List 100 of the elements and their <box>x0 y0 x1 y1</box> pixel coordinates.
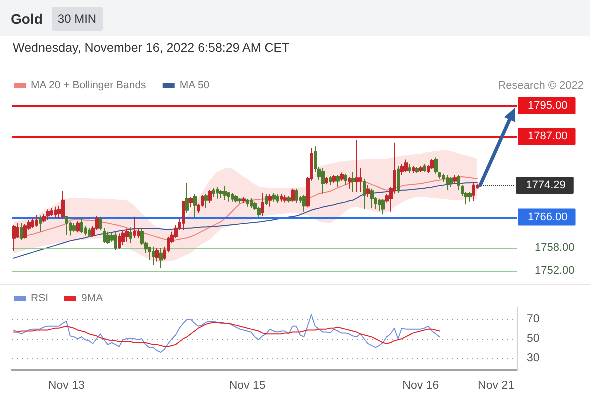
candlestick <box>272 192 276 202</box>
candlestick <box>295 188 298 204</box>
candlestick <box>80 218 83 234</box>
candlestick <box>42 214 46 224</box>
candlestick <box>72 222 76 232</box>
candlestick <box>397 166 400 194</box>
candlestick <box>204 194 208 209</box>
candlestick <box>65 216 68 236</box>
candlestick <box>340 172 344 182</box>
candlestick <box>20 222 23 241</box>
candlestick <box>381 198 385 216</box>
candlestick <box>231 192 234 202</box>
candlestick <box>336 174 340 188</box>
y-tick-label: 70 <box>527 314 540 326</box>
candlestick <box>370 188 374 209</box>
candlestick <box>329 176 332 186</box>
candlestick <box>423 164 426 172</box>
candlestick <box>118 233 121 250</box>
legend-label: 9MA <box>82 292 104 304</box>
ref-line-label: 1774.29 <box>526 179 566 192</box>
candlestick <box>355 140 359 192</box>
line-series <box>13 314 440 354</box>
candlestick <box>189 196 193 208</box>
candlestick <box>250 198 253 209</box>
legend-label: MA 20 + Bollinger Bands <box>31 80 146 92</box>
text: Research © 2022 <box>498 80 584 92</box>
candlestick <box>412 166 415 174</box>
ref-line-label: 1787.00 <box>528 130 568 143</box>
candlestick <box>152 246 155 266</box>
candlestick <box>344 173 347 186</box>
candlestick <box>61 190 65 219</box>
candlestick <box>351 172 355 192</box>
x-tick-label: Nov 13 <box>48 380 85 392</box>
candlestick <box>366 184 370 198</box>
candlestick <box>332 174 336 184</box>
candlestick <box>216 186 219 200</box>
line-series <box>13 322 440 348</box>
candlestick <box>193 194 197 219</box>
candlestick <box>268 194 272 208</box>
x-tick-label: Nov 21 <box>478 380 514 392</box>
candlestick <box>46 209 50 221</box>
candlestick <box>238 198 242 204</box>
candlestick <box>39 215 42 232</box>
candlestick <box>453 174 457 184</box>
y-tick-label: 30 <box>527 352 540 364</box>
candlestick <box>472 181 475 202</box>
candlestick <box>208 190 212 204</box>
candlestick <box>265 194 268 206</box>
candlestick <box>212 188 215 198</box>
candlestick <box>242 196 246 204</box>
candlestick <box>302 194 306 212</box>
ref-line-label: 1766.00 <box>528 211 568 224</box>
candlestick <box>125 228 129 242</box>
candlestick <box>50 208 53 218</box>
candlestick <box>88 228 91 238</box>
candlestick <box>106 231 110 245</box>
ref-line-label: 1752.00 <box>535 265 575 277</box>
candlestick <box>103 228 106 244</box>
candlestick <box>155 248 159 262</box>
candlestick <box>257 206 261 218</box>
x-tick-label: Nov 15 <box>229 380 266 392</box>
candlestick <box>430 158 434 170</box>
candlestick <box>378 198 381 212</box>
candlestick <box>408 164 411 174</box>
candlestick <box>148 246 151 261</box>
candlestick <box>325 176 328 186</box>
chart-title: Gold <box>11 11 43 27</box>
candlestick <box>54 206 57 219</box>
candlestick <box>159 248 163 269</box>
candlestick <box>321 168 325 194</box>
legend-label: RSI <box>31 292 49 304</box>
candlestick <box>404 159 408 172</box>
candlestick <box>129 227 132 244</box>
ref-line-label: 1758.00 <box>535 242 575 254</box>
candlestick <box>348 176 351 190</box>
candlestick <box>280 194 283 202</box>
candlestick <box>223 186 227 201</box>
candlestick <box>291 188 295 202</box>
candlestick <box>99 216 102 231</box>
legend-label: MA 50 <box>180 80 210 92</box>
ref-line-label: 1795.00 <box>528 100 568 112</box>
candlestick <box>446 174 449 191</box>
candlestick <box>283 194 287 204</box>
candlestick <box>419 166 423 172</box>
y-tick-label: 50 <box>527 333 540 345</box>
candlestick <box>276 194 279 204</box>
candlestick <box>76 220 80 234</box>
candlestick <box>12 224 16 252</box>
text: 30 MIN <box>52 7 103 31</box>
candlestick <box>415 166 419 174</box>
candlestick <box>182 200 185 231</box>
candlestick <box>121 230 125 246</box>
candlestick <box>468 191 472 202</box>
candlestick <box>234 194 238 204</box>
candlestick <box>23 224 27 240</box>
candlestick <box>219 190 223 199</box>
candlestick <box>31 218 34 229</box>
candlestick <box>114 231 117 251</box>
candlestick <box>287 196 291 204</box>
candlestick <box>246 198 249 208</box>
